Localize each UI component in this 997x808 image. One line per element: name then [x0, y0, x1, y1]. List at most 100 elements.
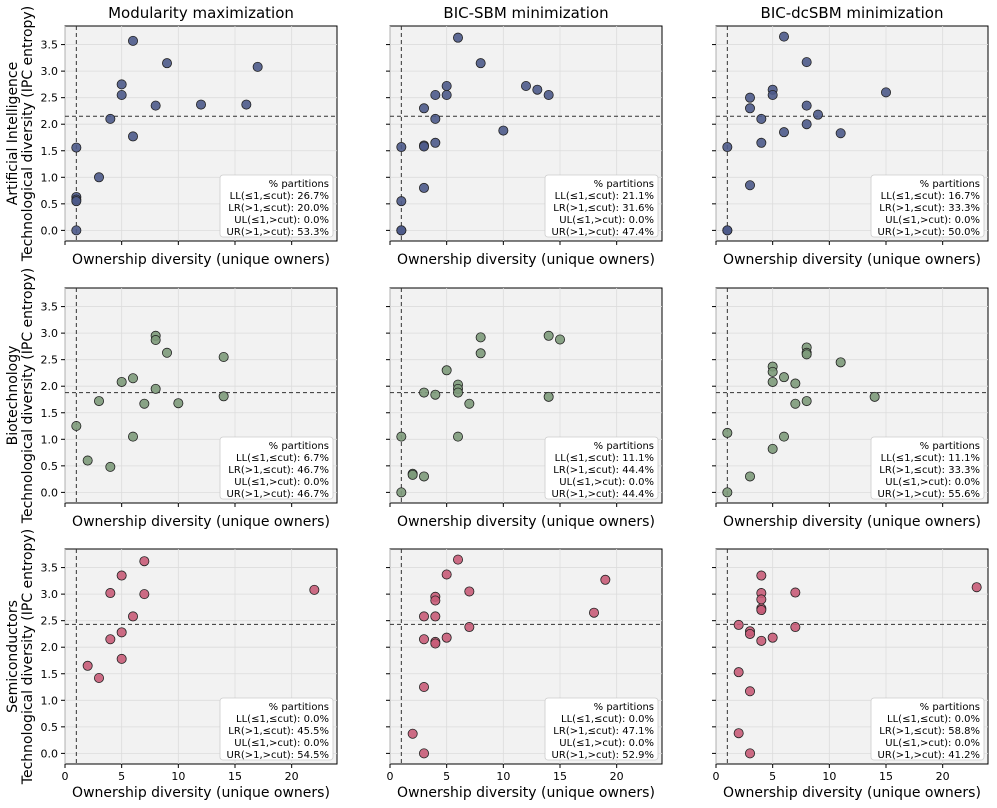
data-point[interactable] [127, 373, 138, 384]
data-point[interactable] [71, 142, 82, 153]
data-point[interactable] [801, 119, 812, 130]
data-point[interactable] [195, 99, 206, 110]
data-point[interactable] [521, 80, 532, 91]
data-point[interactable] [745, 748, 756, 759]
data-point[interactable] [498, 125, 509, 136]
data-point[interactable] [139, 556, 150, 567]
data-point[interactable] [790, 398, 801, 409]
data-point[interactable] [452, 431, 463, 442]
data-point[interactable] [139, 398, 150, 409]
data-point[interactable] [767, 90, 778, 101]
data-point[interactable] [430, 389, 441, 400]
data-point[interactable] [790, 587, 801, 598]
data-point[interactable] [173, 398, 184, 409]
data-point[interactable] [441, 80, 452, 91]
data-point[interactable] [218, 352, 229, 363]
data-point[interactable] [452, 554, 463, 565]
data-point[interactable] [971, 582, 982, 593]
data-point[interactable] [745, 92, 756, 103]
data-point[interactable] [464, 586, 475, 597]
data-point[interactable] [745, 103, 756, 114]
data-point[interactable] [756, 594, 767, 605]
data-point[interactable] [464, 622, 475, 633]
data-point[interactable] [418, 182, 429, 193]
data-point[interactable] [127, 131, 138, 142]
data-point[interactable] [71, 196, 82, 207]
data-point[interactable] [430, 137, 441, 148]
data-point[interactable] [801, 396, 812, 407]
data-point[interactable] [600, 574, 611, 585]
data-point[interactable] [418, 103, 429, 114]
data-point[interactable] [756, 635, 767, 646]
data-point[interactable] [767, 443, 778, 454]
data-point[interactable] [756, 570, 767, 581]
data-point[interactable] [150, 335, 161, 346]
data-point[interactable] [441, 632, 452, 643]
data-point[interactable] [116, 376, 127, 387]
data-point[interactable] [745, 471, 756, 482]
data-point[interactable] [722, 427, 733, 438]
data-point[interactable] [452, 32, 463, 43]
data-point[interactable] [779, 431, 790, 442]
data-point[interactable] [116, 90, 127, 101]
data-point[interactable] [543, 391, 554, 402]
data-point[interactable] [790, 622, 801, 633]
data-point[interactable] [801, 100, 812, 111]
data-point[interactable] [252, 61, 263, 72]
data-point[interactable] [767, 366, 778, 377]
data-point[interactable] [779, 127, 790, 138]
data-point[interactable] [756, 137, 767, 148]
data-point[interactable] [127, 431, 138, 442]
data-point[interactable] [407, 469, 418, 480]
data-point[interactable] [475, 332, 486, 343]
data-point[interactable] [430, 113, 441, 124]
data-point[interactable] [722, 487, 733, 498]
data-point[interactable] [835, 357, 846, 368]
data-point[interactable] [813, 109, 824, 120]
data-point[interactable] [745, 180, 756, 191]
data-point[interactable] [396, 487, 407, 498]
data-point[interactable] [430, 595, 441, 606]
data-point[interactable] [418, 611, 429, 622]
data-point[interactable] [396, 196, 407, 207]
data-point[interactable] [82, 455, 93, 466]
data-point[interactable] [745, 686, 756, 697]
data-point[interactable] [767, 632, 778, 643]
data-point[interactable] [475, 348, 486, 359]
data-point[interactable] [441, 569, 452, 580]
data-point[interactable] [127, 35, 138, 46]
data-point[interactable] [116, 570, 127, 581]
data-point[interactable] [430, 90, 441, 101]
data-point[interactable] [418, 748, 429, 759]
data-point[interactable] [779, 372, 790, 383]
data-point[interactable] [116, 627, 127, 638]
data-point[interactable] [790, 378, 801, 389]
data-point[interactable] [150, 100, 161, 111]
data-point[interactable] [396, 431, 407, 442]
data-point[interactable] [418, 387, 429, 398]
data-point[interactable] [475, 58, 486, 69]
data-point[interactable] [589, 607, 600, 618]
data-point[interactable] [543, 330, 554, 341]
data-point[interactable] [464, 398, 475, 409]
data-point[interactable] [733, 619, 744, 630]
data-point[interactable] [430, 611, 441, 622]
data-point[interactable] [407, 728, 418, 739]
data-point[interactable] [127, 611, 138, 622]
data-point[interactable] [555, 334, 566, 345]
data-point[interactable] [418, 682, 429, 693]
data-point[interactable] [218, 391, 229, 402]
data-point[interactable] [116, 79, 127, 90]
data-point[interactable] [745, 628, 756, 639]
data-point[interactable] [801, 349, 812, 360]
data-point[interactable] [801, 57, 812, 68]
data-point[interactable] [94, 172, 105, 183]
data-point[interactable] [869, 391, 880, 402]
data-point[interactable] [733, 667, 744, 678]
data-point[interactable] [418, 634, 429, 645]
data-point[interactable] [756, 113, 767, 124]
data-point[interactable] [396, 225, 407, 236]
data-point[interactable] [543, 90, 554, 101]
data-point[interactable] [161, 58, 172, 69]
data-point[interactable] [452, 387, 463, 398]
